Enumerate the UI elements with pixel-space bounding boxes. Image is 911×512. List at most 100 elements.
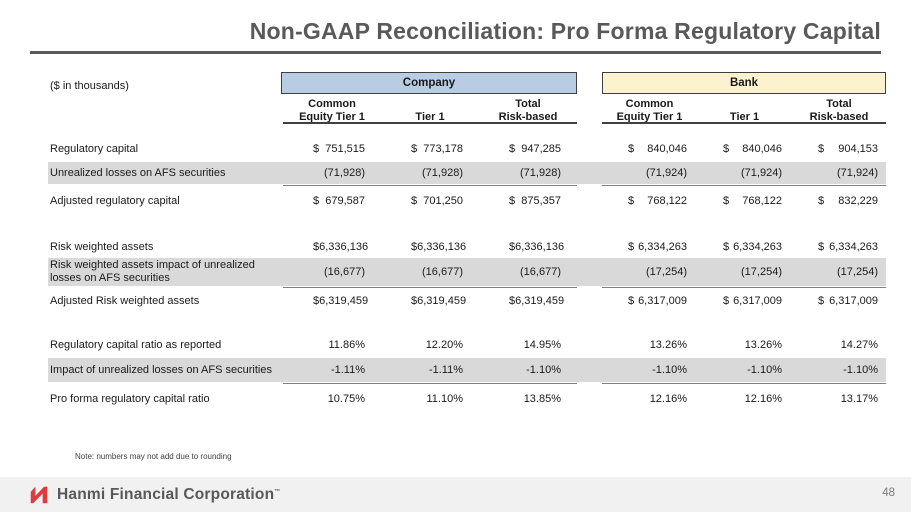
page-number: 48: [882, 487, 895, 499]
cell-value: 13.26%: [744, 339, 782, 351]
footer-bar: Hanmi Financial Corporation™ 48: [0, 477, 911, 512]
cell: $6,336,136: [283, 241, 381, 253]
currency-symbol: $: [313, 143, 320, 155]
col-header-line: Total: [826, 98, 852, 110]
cell-value: 14.95%: [523, 339, 561, 351]
cell-value: 768,122: [742, 195, 782, 207]
col-header-line: Common: [308, 98, 356, 110]
cell: -1.11%: [381, 364, 479, 376]
cell-value: 11.10%: [426, 393, 464, 405]
currency-symbol: $: [723, 195, 730, 207]
cell: 10.75%: [283, 393, 381, 405]
currency-symbol: $: [509, 195, 516, 207]
bank-col-header-tier1: Tier 1: [697, 97, 792, 123]
cell: $6,334,263: [602, 241, 697, 253]
cell: 13.26%: [602, 339, 697, 351]
col-header-line: Equity Tier 1: [299, 110, 365, 123]
cell-value: 947,285: [521, 143, 561, 155]
currency-symbol: $: [723, 295, 730, 307]
cell: -1.10%: [792, 364, 886, 376]
row-label: Pro forma regulatory capital ratio: [50, 392, 210, 405]
company-col-header-tier1: Tier 1: [381, 97, 479, 123]
currency-symbol: $: [411, 241, 418, 253]
hanmi-logo-icon: [30, 486, 48, 503]
cell: $875,357: [479, 195, 577, 207]
cell: $840,046: [602, 143, 697, 155]
cell-value: 6,319,459: [515, 295, 565, 307]
row-label: Impact of unrealized losses on AFS secur…: [50, 363, 272, 376]
subtotal-rule: [602, 287, 886, 288]
cell: (71,928): [479, 167, 577, 179]
cell-value: 773,178: [423, 143, 463, 155]
cell-value: 14.27%: [840, 339, 878, 351]
cell: $6,336,136: [479, 241, 577, 253]
bank-header-underline: [602, 122, 886, 124]
currency-symbol: $: [723, 143, 730, 155]
bank-col-header-total: Total Risk-based: [792, 97, 886, 123]
cell-value: (16,677): [324, 266, 365, 278]
col-header-line: Equity Tier 1: [616, 110, 683, 123]
table-row: Pro forma regulatory capital ratio 10.75…: [48, 388, 886, 410]
cell-value: 6,317,009: [829, 295, 878, 307]
cell: $6,319,459: [283, 295, 381, 307]
cell-value: (71,924): [741, 167, 782, 179]
row-label: Adjusted Risk weighted assets: [50, 294, 200, 307]
table-row: Regulatory capital $751,515 $773,178 $94…: [48, 138, 886, 160]
cell-value: 6,334,263: [829, 241, 878, 253]
cell: (71,928): [381, 167, 479, 179]
currency-symbol: $: [313, 195, 320, 207]
cell: $751,515: [283, 143, 381, 155]
cell: $6,317,009: [792, 295, 886, 307]
cell-value: (71,928): [520, 167, 561, 179]
cell-value: (71,928): [324, 167, 365, 179]
cell-value: 840,046: [647, 143, 687, 155]
cell-value: 6,319,459: [417, 295, 467, 307]
cell: (16,677): [381, 266, 479, 278]
row-label: Regulatory capital: [50, 142, 139, 155]
cell: 14.95%: [479, 339, 577, 351]
table-row: Risk weighted assets $6,336,136 $6,336,1…: [48, 236, 886, 258]
cell-value: (17,254): [646, 266, 687, 278]
col-header-line: Risk-based: [809, 110, 869, 123]
currency-symbol: $: [509, 241, 516, 253]
cell: 14.27%: [792, 339, 886, 351]
row-label: Risk weighted assets impact of unrealize…: [50, 259, 255, 284]
cell-value: 11.86%: [328, 339, 366, 351]
cell: -1.10%: [479, 364, 577, 376]
cell-value: 10.75%: [327, 393, 365, 405]
cell-value: 12.16%: [649, 393, 687, 405]
cell-value: 6,336,136: [319, 241, 369, 253]
cell: (71,924): [602, 167, 697, 179]
currency-symbol: $: [818, 195, 825, 207]
trademark-symbol: ™: [274, 488, 281, 495]
col-header-line: Tier 1: [729, 110, 760, 123]
currency-symbol: $: [411, 143, 418, 155]
currency-symbol: $: [818, 143, 825, 155]
cell-value: (71,924): [646, 167, 687, 179]
cell: -1.11%: [283, 364, 381, 376]
cell-value: 12.16%: [744, 393, 782, 405]
cell-value: -1.10%: [652, 364, 687, 376]
cell: $6,319,459: [479, 295, 577, 307]
cell: 12.16%: [697, 393, 792, 405]
subtotal-rule: [602, 185, 886, 186]
subtotal-rule: [283, 287, 577, 288]
cell: $768,122: [697, 195, 792, 207]
cell-value: 6,336,136: [515, 241, 565, 253]
cell: 13.85%: [479, 393, 577, 405]
cell-value: 13.17%: [840, 393, 878, 405]
currency-symbol: $: [818, 295, 825, 307]
cell-value: 6,334,263: [733, 241, 782, 253]
row-label: Adjusted regulatory capital: [50, 194, 180, 207]
company-header-underline: [283, 122, 577, 124]
row-label: Unrealized losses on AFS securities: [50, 166, 226, 179]
currency-symbol: $: [509, 295, 516, 307]
cell: 12.16%: [602, 393, 697, 405]
cell-value: -1.10%: [747, 364, 782, 376]
currency-symbol: $: [628, 295, 635, 307]
cell: $6,334,263: [792, 241, 886, 253]
cell: (71,928): [283, 167, 381, 179]
cell-value: 768,122: [647, 195, 687, 207]
cell-value: (16,677): [422, 266, 463, 278]
col-header-line: Tier 1: [415, 110, 445, 123]
